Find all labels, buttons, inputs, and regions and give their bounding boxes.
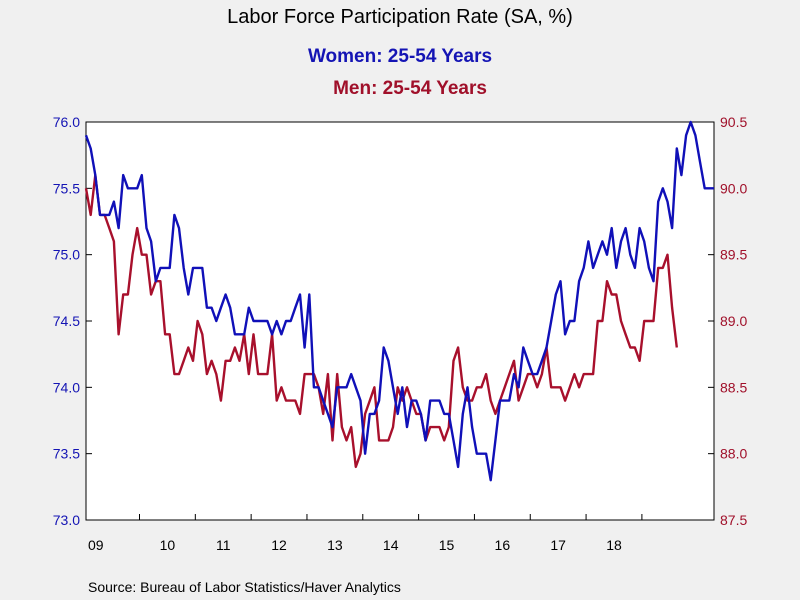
right-axis-tick-label: 90.0	[720, 180, 747, 196]
right-axis-tick-label: 89.0	[720, 313, 747, 329]
left-axis-tick-label: 73.0	[53, 512, 80, 528]
left-axis-tick-label: 74.5	[53, 313, 80, 329]
x-axis-tick-label: 16	[495, 537, 511, 553]
x-axis-tick-label: 11	[216, 537, 231, 553]
series-line-women	[84, 120, 714, 482]
x-axis-tick-label: 13	[327, 537, 343, 553]
source-note: Source: Bureau of Labor Statistics/Haver…	[88, 579, 401, 595]
x-axis-tick-label: 10	[160, 537, 176, 553]
x-axis-tick-label: 18	[606, 537, 622, 553]
x-axis-tick-label: 09	[88, 537, 104, 553]
left-axis-tick-label: 76.0	[53, 114, 80, 130]
plot-area	[85, 121, 715, 521]
x-axis-tick-label: 12	[271, 537, 287, 553]
legend-women: Women: 25-54 Years	[307, 46, 493, 67]
x-axis-tick-label: 17	[550, 537, 566, 553]
right-axis-tick-label: 87.5	[720, 512, 747, 528]
left-axis-tick-label: 74.0	[53, 379, 80, 395]
left-axis-tick-label: 75.0	[53, 247, 80, 263]
right-axis-tick-label: 90.5	[720, 114, 747, 130]
right-axis-tick-label: 89.5	[720, 247, 747, 263]
left-axis-tick-label: 75.5	[53, 180, 80, 196]
legend-men: Men: 25-54 Years	[333, 78, 487, 99]
right-axis-tick-label: 88.5	[720, 379, 747, 395]
x-axis-tick-label: 15	[439, 537, 455, 553]
right-axis-tick-label: 88.0	[720, 446, 747, 462]
x-axis-tick-label: 14	[383, 537, 399, 553]
series-line-men	[84, 173, 678, 469]
chart-title: Labor Force Participation Rate (SA, %)	[227, 6, 573, 28]
left-axis-tick-label: 73.5	[53, 446, 80, 462]
